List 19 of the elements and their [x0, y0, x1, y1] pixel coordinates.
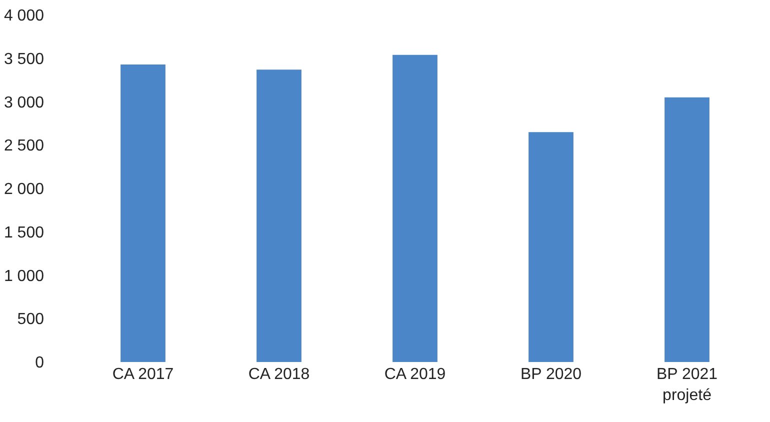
y-tick-label: 2 000	[4, 181, 44, 198]
x-tick-label: CA 2017	[112, 366, 174, 383]
x-tick-label: CA 2018	[248, 366, 310, 383]
y-tick-label: 3 000	[4, 94, 44, 112]
x-tick-label: BP 2021 projeté	[656, 366, 718, 404]
y-tick-label: 0	[35, 354, 44, 372]
y-tick-label: 1 000	[4, 268, 44, 285]
y-tick-label: 1 500	[4, 224, 44, 242]
y-tick-label: 2 500	[4, 138, 44, 155]
bar	[664, 97, 710, 362]
bar	[120, 64, 166, 362]
bar	[256, 70, 302, 362]
x-tick-label: CA 2019	[384, 366, 446, 383]
bar	[528, 132, 574, 362]
x-tick-label: BP 2020	[520, 366, 582, 383]
bar	[392, 54, 438, 362]
y-tick-label: 500	[17, 311, 44, 328]
y-tick-label: 4 000	[4, 8, 44, 25]
y-tick-label: 3 500	[4, 50, 44, 68]
